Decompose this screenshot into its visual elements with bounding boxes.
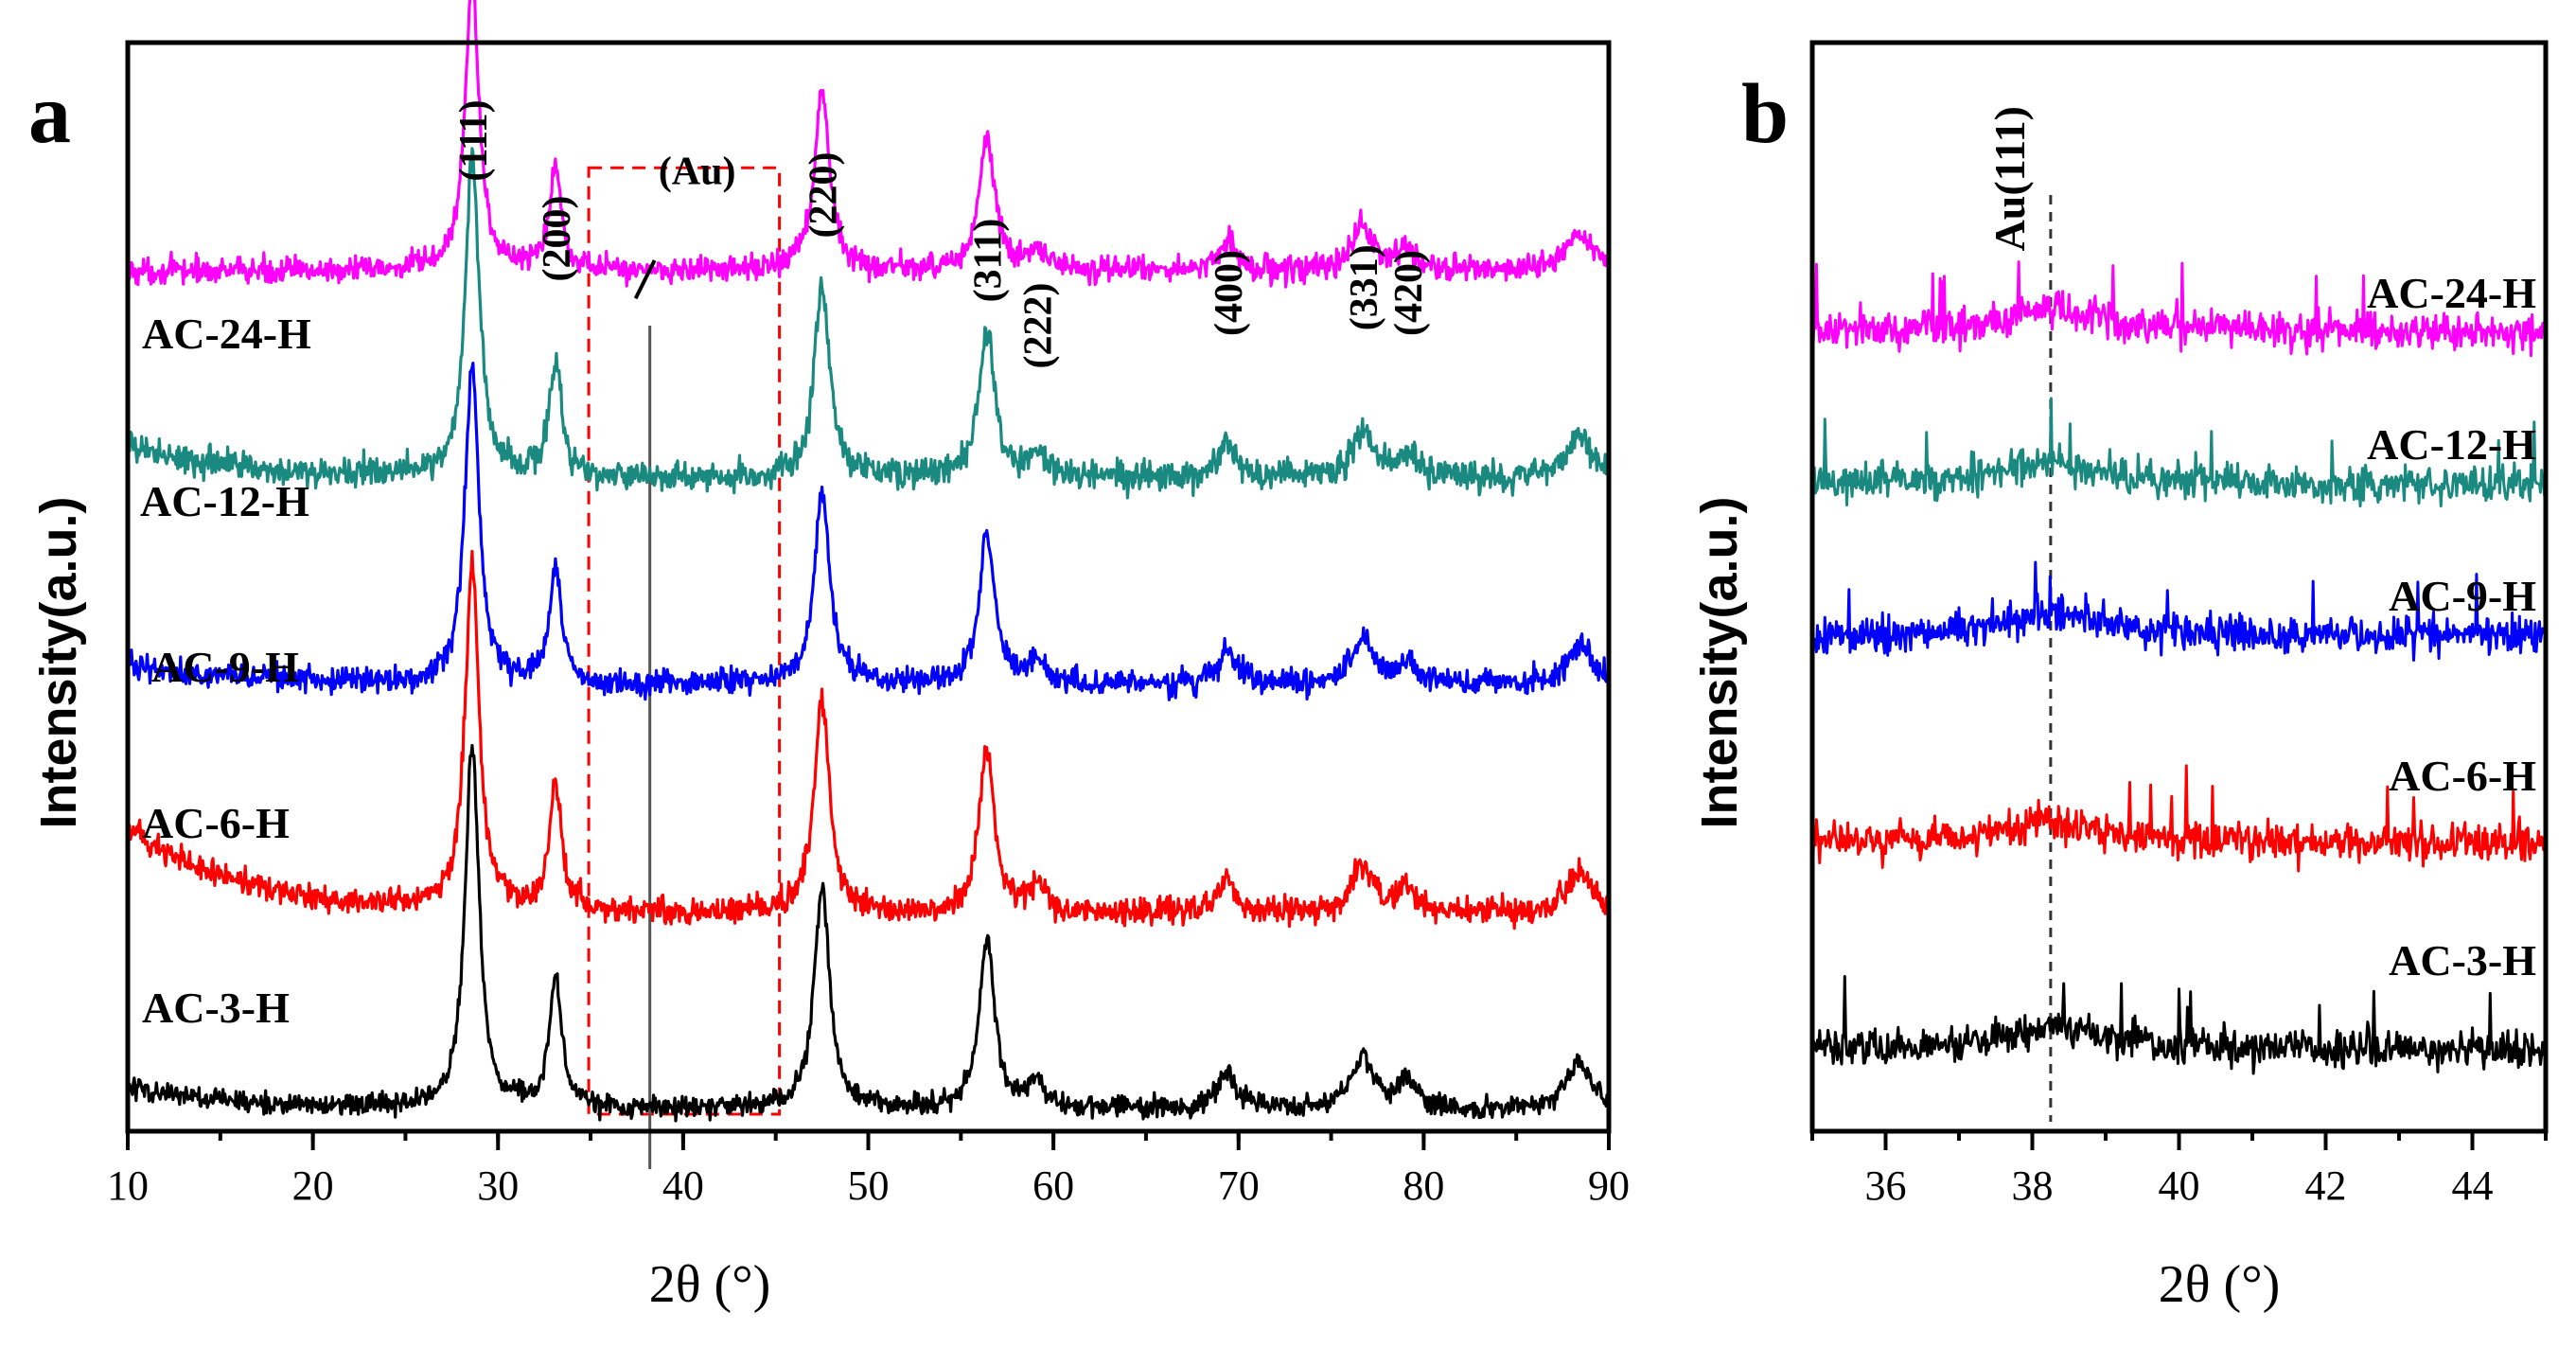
au111-label: Au(111) xyxy=(1985,106,2034,251)
series-line-ac-12-h xyxy=(126,147,1611,500)
panel-b-y-axis-label: Intensity(a.u.) xyxy=(1691,496,1748,828)
peak-label: (420) xyxy=(1387,250,1431,336)
panel-a-au-annotation: (Au) xyxy=(633,151,736,300)
panel-a-tick-label: 70 xyxy=(1218,1162,1260,1209)
peak-label: (220) xyxy=(803,152,846,239)
peak-label: (331) xyxy=(1343,244,1386,330)
panel-b-series-line-ac-9-h xyxy=(1810,560,2548,662)
panel-a-highlight-box xyxy=(587,166,782,1116)
series-line-ac-3-h xyxy=(126,743,1611,1123)
series-label-ac-3-h: AC-3-H xyxy=(142,984,290,1032)
panel-b-tick-label: 40 xyxy=(2159,1162,2200,1209)
panel-a: a Intensity(a.u.) AC-24-HAC-12-HAC-9-HAC… xyxy=(28,0,1630,1314)
panel-b-axes: 36 38 40 42 44 xyxy=(1809,40,2549,1209)
au-annotation-pointer xyxy=(633,259,657,300)
panel-a-y-axis-label: Intensity(a.u.) xyxy=(30,496,87,828)
peak-label: (222) xyxy=(1017,283,1061,369)
panel-b-series-lines xyxy=(1810,260,2548,1075)
panel-b-reference-line: Au(111) xyxy=(1985,106,2053,1122)
panel-b-series-label-ac-6-h: AC-6-H xyxy=(2389,752,2536,800)
panel-a-tick-label: 60 xyxy=(1032,1162,1074,1209)
peak-label: (111) xyxy=(452,99,496,181)
panel-b-letter: b xyxy=(1741,67,1789,161)
panel-b-series-label-ac-3-h: AC-3-H xyxy=(2389,936,2536,984)
panel-a-tick-label: 10 xyxy=(107,1162,149,1209)
panel-a-letter: a xyxy=(28,67,71,161)
peak-label: (200) xyxy=(536,196,579,282)
series-label-ac-6-h: AC-6-H xyxy=(142,799,290,847)
panel-a-peak-labels: (111) (200) (220) (311)(222) (400) (331) (420) xyxy=(452,99,1431,368)
panel-b-series-line-ac-24-h xyxy=(1810,260,2548,358)
panel-a-series-lines xyxy=(126,0,1611,1123)
panel-b-series-line-ac-12-h xyxy=(1810,397,2548,508)
panel-a-x-axis-label: 2θ (°) xyxy=(649,1255,771,1314)
panel-b-tick-label: 38 xyxy=(2012,1162,2054,1209)
panel-a-tick-label: 40 xyxy=(662,1162,704,1209)
peak-label: (400) xyxy=(1208,250,1251,336)
panel-b-series-line-ac-6-h xyxy=(1810,764,2548,873)
panel-a-tick-label: 80 xyxy=(1403,1162,1444,1209)
panel-b-tick-label: 42 xyxy=(2305,1162,2347,1209)
series-label-ac-24-h: AC-24-H xyxy=(142,310,311,358)
panel-a-axes: 10 20 30 40 50 60 70 80 90 xyxy=(107,40,1630,1209)
series-line-ac-6-h xyxy=(126,549,1611,931)
panel-b-series-label-ac-24-h: AC-24-H xyxy=(2367,269,2536,317)
au-annotation-label: (Au) xyxy=(659,151,736,194)
series-line-ac-9-h xyxy=(126,362,1611,701)
panel-a-tick-label: 50 xyxy=(848,1162,890,1209)
panel-b-series-label-ac-12-h: AC-12-H xyxy=(2367,420,2536,469)
series-label-ac-12-h: AC-12-H xyxy=(140,477,309,525)
series-label-ac-9-h: AC-9-H xyxy=(151,643,299,691)
panel-b-x-axis-label: 2θ (°) xyxy=(2159,1255,2281,1314)
panel-a-frame xyxy=(125,40,1612,1134)
panel-a-tick-label: 30 xyxy=(477,1162,519,1209)
panel-b-series-label-ac-9-h: AC-9-H xyxy=(2389,572,2536,620)
panel-b-series-line-ac-3-h xyxy=(1810,975,2548,1075)
panel-b-series-labels: AC-24-H AC-12-H AC-9-H AC-6-H AC-3-H xyxy=(2367,269,2536,984)
panel-b-tick-label: 36 xyxy=(1865,1162,1907,1209)
panel-b: b Intensity(a.u.) Au(111) AC-24-H AC-12-H… xyxy=(1691,40,2549,1314)
highlight-box-rect xyxy=(587,166,782,1116)
peak-label: (311) xyxy=(967,219,1011,303)
series-line-ac-24-h xyxy=(126,0,1611,289)
panel-b-tick-label: 44 xyxy=(2452,1162,2494,1209)
panel-a-tick-label: 90 xyxy=(1588,1162,1630,1209)
panel-a-series-labels: AC-24-H AC-12-H AC-9-H AC-6-H AC-3-H xyxy=(140,310,311,1032)
panel-a-tick-label: 20 xyxy=(292,1162,334,1209)
